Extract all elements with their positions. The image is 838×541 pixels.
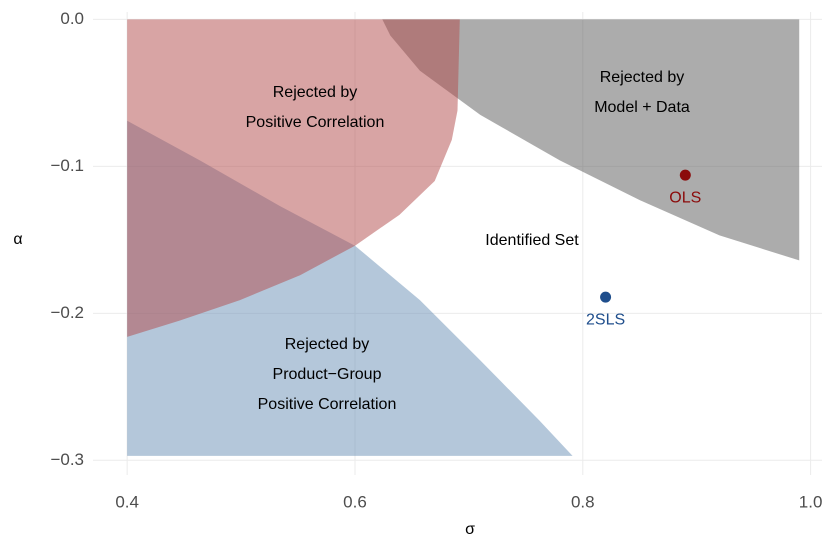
region: [127, 19, 460, 337]
point: [600, 291, 612, 303]
region-label: Rejected by: [285, 336, 370, 353]
region-label: Rejected by: [273, 84, 358, 101]
region-label: Product−Group: [273, 366, 382, 383]
x-axis-title: σ: [465, 521, 475, 538]
region-label: Model + Data: [594, 99, 690, 116]
x-tick-label: 1.0: [799, 492, 823, 511]
labels: 0.4 0.6 0.8 1.0 0.0 −0.1 −0.2 −0.3 Rejected by Mo…: [50, 9, 822, 512]
annotation: Identified Set: [485, 232, 579, 249]
x-tick-label: 0.4: [115, 492, 139, 511]
point: [679, 169, 691, 181]
y-tick-label: −0.2: [50, 303, 84, 322]
point-label: OLS: [669, 189, 701, 206]
region-label: Rejected by: [600, 69, 685, 86]
y-tick-label: 0.0: [60, 9, 84, 28]
region-label: Positive Correlation: [246, 114, 385, 131]
x-tick-label: 0.8: [571, 492, 595, 511]
region-label: Positive Correlation: [258, 396, 397, 413]
region: [382, 19, 800, 261]
x-tick-label: 0.6: [343, 492, 367, 511]
y-axis-title: α: [13, 231, 22, 248]
regions: [127, 19, 800, 456]
y-tick-label: −0.1: [50, 156, 84, 175]
point-label: 2SLS: [586, 311, 625, 328]
y-tick-label: −0.3: [50, 450, 84, 469]
